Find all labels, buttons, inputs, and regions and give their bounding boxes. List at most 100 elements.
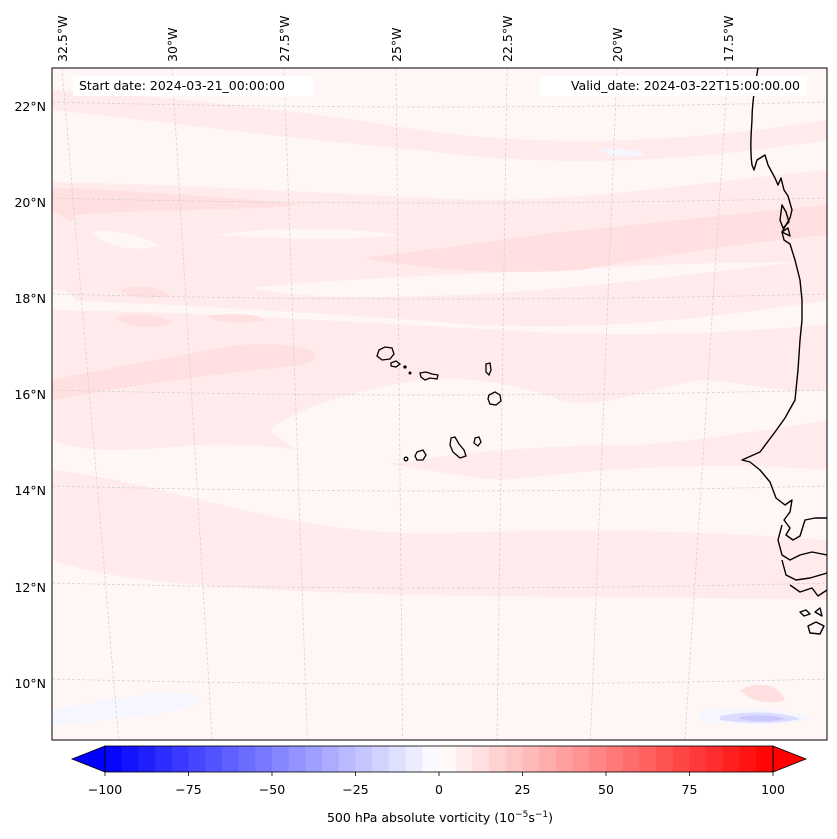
colorbar-tick-label: 75: [682, 782, 698, 797]
coastline-guinea-bissau: [777, 524, 827, 597]
colorbar-bin: [305, 746, 323, 772]
contour-band: [52, 693, 201, 725]
island-maio: [473, 436, 482, 447]
colorbar-bin: [238, 746, 256, 772]
title-left-bg: [73, 76, 313, 96]
colorbar-bin: [756, 746, 774, 772]
parallel-gridline: [52, 485, 827, 492]
island-raso: [408, 371, 412, 375]
lon-tick-label: 17.5°W: [721, 16, 736, 62]
colorbar-extend-min: [70, 745, 106, 773]
colorbar-bin: [322, 746, 340, 772]
colorbar-bin: [739, 746, 757, 772]
colorbar-extend-max: [772, 745, 808, 773]
lat-tick-label: 20°N: [14, 195, 46, 210]
colorbar-bin: [338, 746, 356, 772]
colorbar-bin: [422, 746, 440, 772]
lat-tick-label: 10°N: [14, 676, 46, 691]
island-santo-antao: [376, 346, 395, 361]
coastline: [741, 68, 827, 635]
gridlines: [52, 68, 827, 740]
meridian-gridline: [61, 68, 120, 740]
colorbar-bin: [589, 746, 607, 772]
contour-band: [740, 684, 785, 703]
colorbar: −100 −75 −50 −25 0 25 50 75 100 500 hPa absolute…: [70, 745, 808, 825]
contour-band: [362, 205, 827, 272]
parallel-gridline: [52, 197, 827, 204]
colorbar-bin: [539, 746, 557, 772]
coastline-west-africa: [741, 68, 827, 541]
colorbar-bin: [405, 746, 423, 772]
colorbar-bin: [372, 746, 390, 772]
island-sal: [485, 362, 492, 377]
map-axes: [52, 68, 827, 740]
colorbar-label: 500 hPa absolute vorticity (10−5s−1): [327, 810, 553, 825]
colorbar-tick-label: −100: [88, 782, 122, 797]
colorbar-tick-label: 100: [761, 782, 785, 797]
lon-tick-label: 32.5°W: [55, 16, 70, 62]
colorbar-bin: [489, 746, 507, 772]
island-sao-vicente: [390, 360, 402, 368]
title-right-bg: [540, 76, 807, 96]
lon-tick-label: 30°W: [165, 27, 180, 62]
colorbar-bin: [272, 746, 290, 772]
contour-band: [52, 598, 827, 740]
colorbar-bin: [105, 746, 123, 772]
lat-tick-label: 12°N: [14, 580, 46, 595]
meridian-gridline: [171, 68, 213, 740]
colorbar-bin: [205, 746, 223, 772]
contour-band: [52, 188, 310, 222]
colorbar-bin: [622, 746, 640, 772]
contour-band: [215, 228, 400, 239]
colorbar-bin: [221, 746, 240, 772]
lon-tick-label: 25°W: [389, 27, 404, 62]
colorbar-tick-label: 0: [435, 782, 443, 797]
colorbar-tick-label: 25: [515, 782, 531, 797]
contour-band: [52, 90, 827, 161]
coastline-gulf: [779, 204, 791, 237]
vorticity-contours-positive-2: [52, 188, 827, 703]
contour-band: [600, 148, 645, 157]
contour-band: [52, 344, 317, 400]
colorbar-bin: [672, 746, 690, 772]
latitude-labels: 22°N 20°N 18°N 16°N 14°N 12°N 10°N: [14, 99, 46, 691]
vorticity-contours-negative: [52, 148, 810, 725]
contour-band: [120, 286, 170, 298]
colorbar-tick-label: −50: [259, 782, 285, 797]
colorbar-bin: [388, 746, 407, 772]
longitude-labels: 32.5°W 30°W 27.5°W 25°W 22.5°W 20°W 17.5…: [55, 16, 736, 62]
colorbar-tick-label: 50: [598, 782, 614, 797]
contour-band: [52, 170, 827, 327]
colorbar-bin: [522, 746, 540, 772]
vorticity-contours-near-zero: [52, 228, 827, 740]
contour-band: [92, 230, 160, 249]
colorbar-bin: [706, 746, 724, 772]
cape-verde-islands: [376, 346, 502, 462]
colorbar-bin: [505, 746, 523, 772]
parallel-gridline: [52, 101, 827, 108]
meridian-gridline: [684, 68, 729, 740]
colorbar-bin: [572, 746, 590, 772]
parallel-gridline: [52, 293, 827, 300]
parallel-gridline: [52, 389, 827, 396]
lon-tick-label: 27.5°W: [277, 16, 292, 62]
colorbar-bins: [105, 746, 774, 772]
island-fogo: [414, 449, 427, 461]
contour-band: [205, 314, 265, 323]
colorbar-bin: [472, 746, 490, 772]
island-santa-luzia: [403, 365, 407, 369]
colorbar-bin: [656, 746, 674, 772]
colorbar-bin: [121, 746, 139, 772]
contour-band: [740, 715, 785, 722]
island-santiago: [449, 436, 467, 459]
parallel-gridline: [52, 582, 827, 589]
meridian-gridline: [590, 68, 618, 740]
colorbar-bin: [288, 746, 306, 772]
meridian-gridline: [395, 68, 403, 740]
colorbar-ticks: −100 −75 −50 −25 0 25 50 75 100: [88, 772, 785, 797]
coastline-islands-bissagos: [799, 607, 825, 635]
contour-band: [270, 378, 827, 464]
lat-tick-label: 16°N: [14, 387, 46, 402]
lat-tick-label: 22°N: [14, 99, 46, 114]
colorbar-bin: [639, 746, 657, 772]
